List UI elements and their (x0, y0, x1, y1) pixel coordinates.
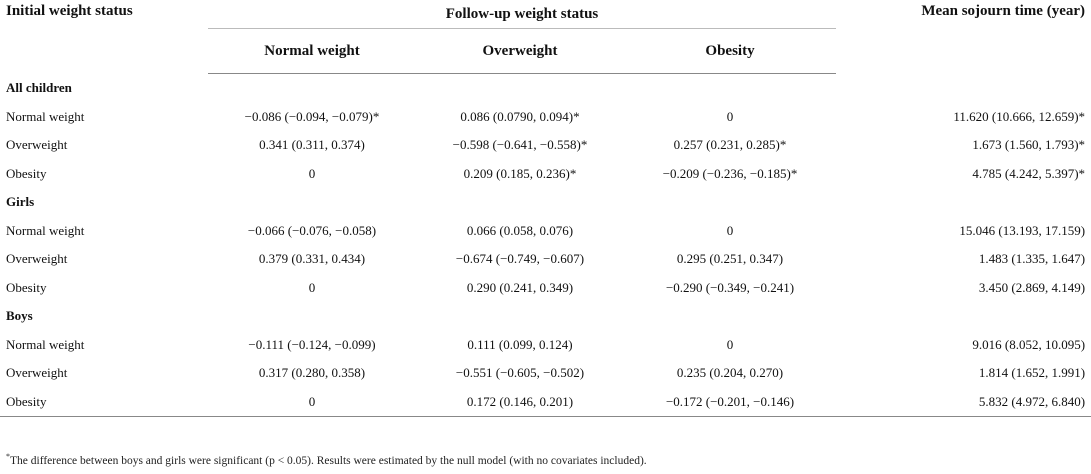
cell-overweight: 0.209 (0.185, 0.236)* (463, 165, 577, 181)
row-label: Normal weight (6, 222, 85, 238)
cell-overweight: 0.086 (0.0790, 0.094)* (460, 108, 580, 124)
cell-overweight: 0.172 (0.146, 0.201) (416, 387, 624, 417)
table-body: All children Normal weight −0.086 (−0.094,… (0, 74, 1091, 417)
row-label: Overweight (6, 365, 68, 381)
subheader-obesity: Obesity (624, 28, 837, 74)
cell-normal-weight: −0.066 (−0.076, −0.058) (247, 222, 377, 238)
cell-obesity: 0.257 (0.231, 0.285)* (673, 137, 787, 153)
cell-obesity: −0.209 (−0.236, −0.185)* (662, 165, 798, 181)
subheader-normal-weight: Normal weight (208, 28, 416, 74)
cell-mean-sojourn-time: 5.832 (4.972, 6.840) (836, 387, 1091, 417)
cell-normal-weight: 0 (208, 387, 416, 417)
cell-normal-weight: 0 (308, 279, 316, 295)
row-label: Obesity (6, 279, 47, 295)
row-label: Normal weight (6, 336, 85, 352)
row-label: Overweight (6, 251, 68, 267)
cell-mean-sojourn-time: 9.016 (8.052, 10.095) (972, 336, 1086, 352)
row-label: Normal weight (6, 108, 85, 124)
cell-mean-sojourn-time: 1.814 (1.652, 1.991) (978, 365, 1086, 381)
cell-mean-sojourn-time: 3.450 (2.869, 4.149) (978, 279, 1086, 295)
footnote-text: The difference between boys and girls we… (10, 454, 647, 467)
table-row: Overweight 0.379 (0.331, 0.434) −0.674 (−0… (0, 245, 1091, 274)
cell-normal-weight: −0.086 (−0.094, −0.079)* (244, 108, 380, 124)
cell-normal-weight: 0.379 (0.331, 0.434) (258, 251, 366, 267)
cell-obesity: 0 (726, 222, 734, 238)
cell-mean-sojourn-time: 15.046 (13.193, 17.159) (959, 222, 1086, 238)
group-row: All children (0, 74, 1091, 103)
cell-obesity: −0.172 (−0.201, −0.146) (624, 387, 837, 417)
cell-mean-sojourn-time: 1.673 (1.560, 1.793)* (972, 137, 1086, 153)
table-row: Obesity 0 0.209 (0.185, 0.236)* −0.209 (−0.… (0, 160, 1091, 189)
cell-normal-weight: 0 (308, 165, 316, 181)
table-row: Obesity 0 0.172 (0.146, 0.201) −0.172 (−0.2… (0, 387, 1091, 417)
table-row: Normal weight −0.066 (−0.076, −0.058) 0.06… (0, 217, 1091, 246)
cell-obesity: 0.295 (0.251, 0.347) (676, 251, 784, 267)
header-mean-sojourn-time: Mean sojourn time (year) (921, 3, 1086, 19)
row-label: Overweight (6, 137, 68, 153)
row-label: Obesity (6, 165, 47, 181)
table-row: Obesity 0 0.290 (0.241, 0.349) −0.290 (−0.3… (0, 274, 1091, 303)
group-title: Girls (6, 194, 35, 210)
cell-normal-weight: −0.111 (−0.124, −0.099) (248, 336, 376, 352)
cell-normal-weight: 0.341 (0.311, 0.374) (259, 137, 365, 153)
subheader-overweight: Overweight (416, 28, 624, 74)
header-follow-up-weight-status: Follow-up weight status (445, 5, 599, 22)
group-row: Girls (0, 188, 1091, 217)
cell-overweight: 0.290 (0.241, 0.349) (466, 279, 574, 295)
cell-mean-sojourn-time: 1.483 (1.335, 1.647) (978, 251, 1086, 267)
table-row: Overweight 0.317 (0.280, 0.358) −0.551 (−0… (0, 359, 1091, 388)
group-title: Boys (6, 308, 33, 324)
table-row: Normal weight −0.086 (−0.094, −0.079)* 0.0… (0, 103, 1091, 132)
row-label: Obesity (0, 387, 208, 417)
cell-mean-sojourn-time: 11.620 (10.666, 12.659)* (953, 108, 1086, 124)
group-title: All children (6, 80, 72, 96)
header-initial-weight-status: Initial weight status (6, 3, 133, 19)
group-row: Boys (0, 302, 1091, 331)
footnote: *The difference between boys and girls w… (6, 452, 647, 467)
footnote-marker: * (6, 452, 10, 461)
cell-obesity: 0 (726, 336, 734, 352)
cell-overweight: −0.551 (−0.605, −0.502) (455, 365, 585, 381)
cell-obesity: −0.290 (−0.349, −0.241) (665, 279, 795, 295)
cell-mean-sojourn-time: 4.785 (4.242, 5.397)* (972, 165, 1086, 181)
cell-overweight: 0.066 (0.058, 0.076) (466, 222, 574, 238)
transition-intensity-table: Initial weight status Follow-up weight s… (0, 3, 1091, 417)
cell-normal-weight: 0.317 (0.280, 0.358) (258, 365, 366, 381)
cell-overweight: −0.598 (−0.641, −0.558)* (452, 137, 588, 153)
cell-overweight: 0.111 (0.099, 0.124) (467, 336, 573, 352)
table-row: Overweight 0.341 (0.311, 0.374) −0.598 (−0… (0, 131, 1091, 160)
cell-overweight: −0.674 (−0.749, −0.607) (455, 251, 585, 267)
cell-obesity: 0.235 (0.204, 0.270) (676, 365, 784, 381)
cell-obesity: 0 (726, 108, 734, 124)
table-row: Normal weight −0.111 (−0.124, −0.099) 0.11… (0, 331, 1091, 360)
